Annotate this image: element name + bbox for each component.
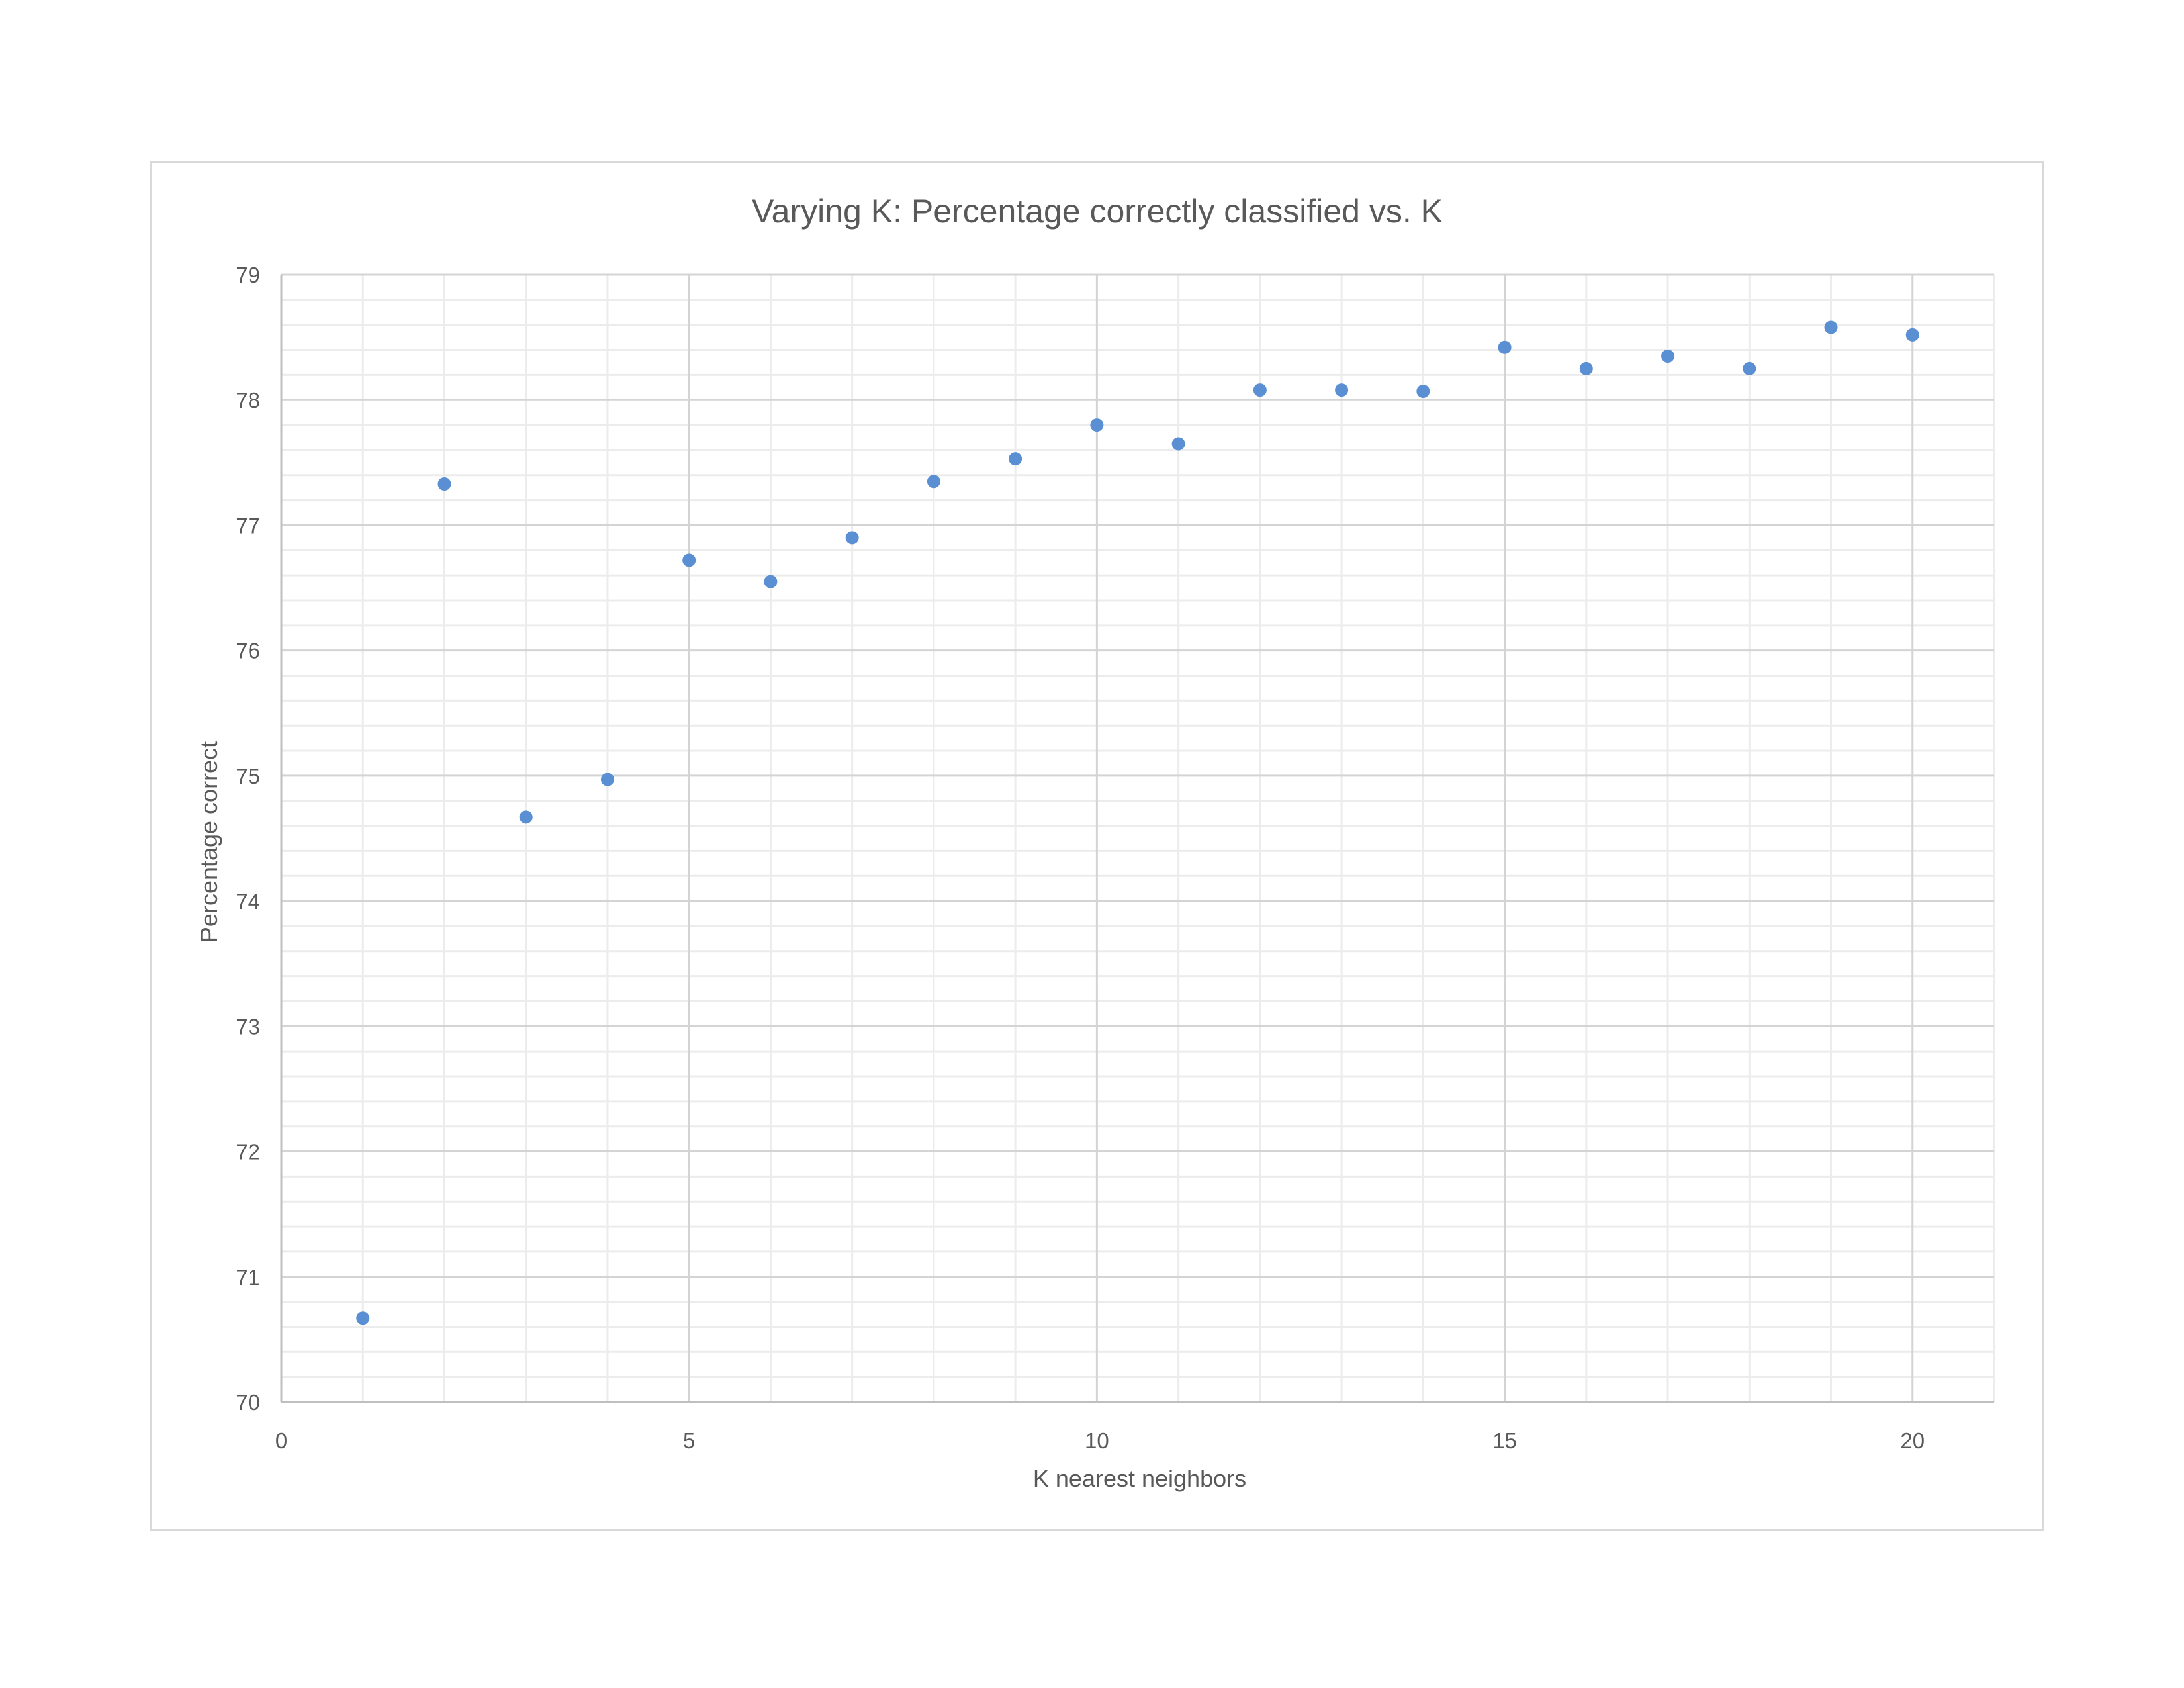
y-tick-label: 74 (236, 889, 260, 914)
data-point (1171, 437, 1185, 451)
data-point (519, 810, 533, 824)
y-tick-label: 79 (236, 263, 260, 287)
y-tick-label: 77 (236, 513, 260, 538)
data-point (1905, 328, 1919, 342)
y-tick-label: 73 (236, 1014, 260, 1039)
data-point (1335, 383, 1349, 397)
data-points (356, 320, 1919, 1325)
y-tick-label: 72 (236, 1140, 260, 1164)
y-tick-label: 71 (236, 1265, 260, 1289)
data-point (845, 531, 859, 545)
data-point (927, 475, 940, 489)
y-tick-label: 76 (236, 639, 260, 663)
data-point (1824, 320, 1838, 334)
x-axis-title: K nearest neighbors (1033, 1465, 1246, 1492)
y-tick-label: 75 (236, 764, 260, 788)
data-point (682, 553, 696, 567)
data-point (1090, 418, 1104, 432)
x-tick-label: 15 (1492, 1429, 1517, 1453)
minor-gridlines (281, 275, 1995, 1402)
x-tick-label: 10 (1085, 1429, 1109, 1453)
data-point (1498, 340, 1512, 354)
axes (280, 275, 1994, 1403)
x-tick-label: 5 (683, 1429, 695, 1453)
data-point (1253, 383, 1267, 397)
x-tick-label: 20 (1900, 1429, 1925, 1453)
y-axis-title: Percentage correct (195, 741, 222, 943)
x-tick-label: 0 (275, 1429, 287, 1453)
y-tick-labels: 70 71 72 73 74 75 76 77 78 79 (236, 263, 260, 1415)
data-point (437, 477, 451, 491)
y-tick-label: 78 (236, 388, 260, 412)
data-point (1743, 361, 1756, 375)
data-point (1009, 452, 1023, 466)
data-point (600, 773, 614, 786)
y-tick-label: 70 (236, 1390, 260, 1415)
major-gridlines (281, 273, 1994, 1402)
data-point (1416, 384, 1430, 398)
data-point (1661, 349, 1675, 363)
chart-title: Varying K: Percentage correctly classifi… (752, 193, 1443, 230)
data-point (764, 575, 778, 588)
data-point (1579, 361, 1593, 375)
data-point (356, 1311, 370, 1325)
x-tick-labels: 0 5 10 15 20 (275, 1429, 1925, 1453)
